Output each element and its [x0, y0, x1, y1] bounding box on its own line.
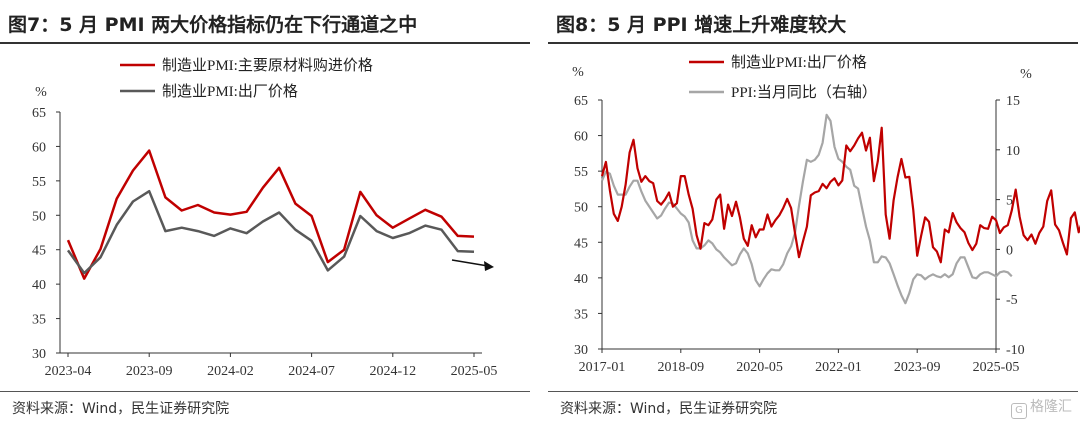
watermark: G 格隆汇 [1011, 396, 1072, 419]
right-y-left-tick-label: 35 [574, 307, 588, 322]
right-x-tick-label: 2020-05 [736, 360, 783, 375]
left-chart-panel: 图7：5 月 PMI 两大价格指标仍在下行通道之中 % 30 35 40 45 50 55 6… [0, 0, 535, 424]
left-y-tick-label: 60 [32, 140, 46, 155]
left-legend-label-2: 制造业PMI:出厂价格 [162, 83, 298, 100]
right-x-tick-label: 2022-01 [815, 360, 862, 375]
left-x-tick-label: 2023-04 [45, 364, 92, 379]
right-y-left-tick-label: 50 [574, 201, 588, 216]
left-series-line-2 [66, 189, 475, 275]
right-y-unit-left: % [572, 65, 584, 80]
right-bottom-rule [548, 391, 1078, 392]
left-y-tick-label: 65 [32, 106, 46, 121]
right-legend-label-2: PPI:当月同比（右轴） [731, 84, 877, 101]
right-x-tick-label: 2018-09 [657, 360, 704, 375]
left-y-tick-label: 40 [32, 278, 46, 293]
right-legend-label-1: 制造业PMI:出厂价格 [731, 54, 867, 71]
left-y-tick-label: 30 [32, 347, 46, 362]
left-x-tick-label: 2023-09 [126, 364, 173, 379]
left-y-tick-label: 50 [32, 209, 46, 224]
right-y-right-tick-label: -10 [1006, 343, 1025, 358]
right-title-rule [548, 42, 1078, 44]
right-chart-panel: 图8：5 月 PPI 增速上升难度较大 %% 30 35 40 45 50 55 60 65 -1… [548, 0, 1080, 424]
watermark-logo-icon: G [1011, 403, 1027, 419]
right-y-left-tick-label: 55 [574, 165, 588, 180]
watermark-text: 格隆汇 [1030, 399, 1072, 415]
left-x-tick-label: 2024-02 [207, 364, 254, 379]
right-y-left-tick-label: 45 [574, 236, 588, 251]
left-legend-label-1: 制造业PMI:主要原材料购进价格 [162, 57, 373, 74]
left-y-tick-label: 55 [32, 175, 46, 190]
right-y-left-tick-label: 65 [574, 94, 588, 109]
left-trend-arrow [451, 259, 489, 267]
left-trend-arrow-head [484, 261, 494, 271]
right-series-line-2 [600, 113, 1013, 305]
right-x-tick-label: 2025-05 [973, 360, 1020, 375]
left-y-tick-label: 35 [32, 313, 46, 328]
right-y-right-tick-label: 10 [1006, 144, 1020, 159]
right-x-tick-label: 2017-01 [579, 360, 626, 375]
left-bottom-rule [0, 391, 530, 392]
right-y-unit-right: % [1020, 67, 1032, 82]
left-chart-title: 图7：5 月 PMI 两大价格指标仍在下行通道之中 [8, 14, 418, 36]
left-y-unit: % [35, 85, 47, 100]
right-y-left-tick-label: 40 [574, 272, 588, 287]
right-y-right-tick-label: 15 [1006, 94, 1020, 109]
left-x-tick-label: 2024-12 [369, 364, 416, 379]
left-x-tick-label: 2025-05 [451, 364, 498, 379]
left-title-rule [0, 42, 530, 44]
right-y-right-tick-label: 5 [1006, 194, 1013, 209]
right-y-right-tick-label: -5 [1006, 293, 1018, 308]
left-chart: % 30 35 40 45 50 55 60 65 2023-04 2023-09 2024-02 20… [32, 57, 498, 379]
right-chart: % % 30 35 40 45 50 55 60 65 -10 -5 0 5 10 15 2017-01 2018… [572, 54, 1080, 375]
left-x-tick-label: 2024-07 [288, 364, 335, 379]
right-x-tick-label: 2023-09 [894, 360, 941, 375]
right-chart-title: 图8：5 月 PPI 增速上升难度较大 [556, 14, 847, 36]
right-y-left-tick-label: 30 [574, 343, 588, 358]
left-source-note: 资料来源：Wind，民生证券研究院 [12, 401, 230, 417]
right-y-right-tick-label: 0 [1006, 243, 1013, 258]
right-series-line-1 [600, 126, 1080, 264]
right-source-note: 资料来源：Wind，民生证券研究院 [560, 401, 778, 417]
left-series-line-1 [66, 149, 475, 280]
left-y-tick-label: 45 [32, 244, 46, 259]
right-y-left-tick-label: 60 [574, 130, 588, 145]
